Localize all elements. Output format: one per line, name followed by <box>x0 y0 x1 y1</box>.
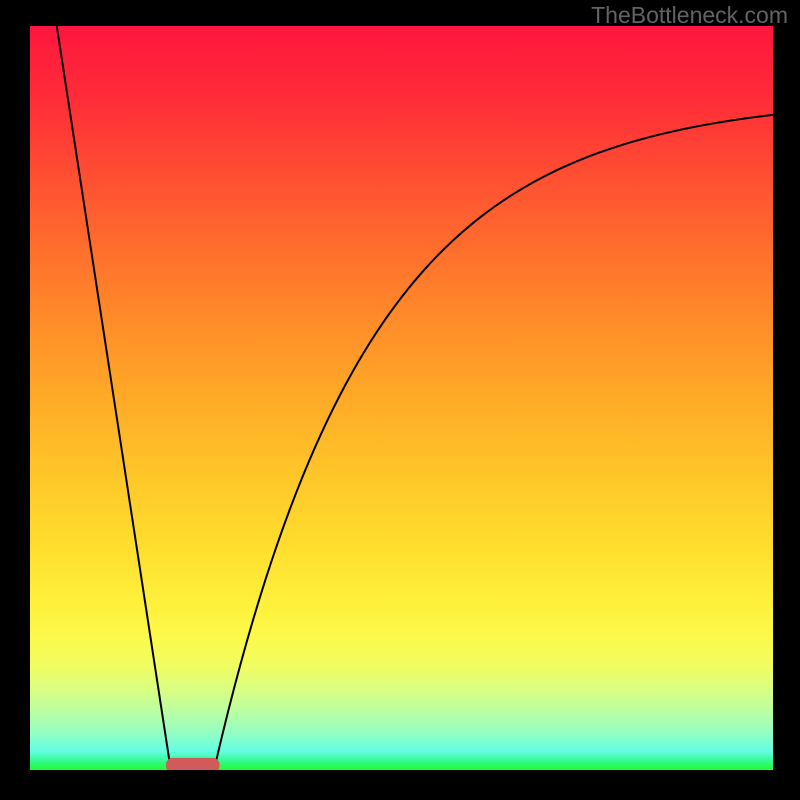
left-line-segment <box>57 26 170 763</box>
plot-area <box>30 26 773 770</box>
chart-svg <box>30 26 773 770</box>
bottleneck-marker <box>166 758 220 770</box>
watermark-label: TheBottleneck.com <box>591 2 788 29</box>
chart-canvas: TheBottleneck.com <box>0 0 800 800</box>
right-curve <box>216 115 773 763</box>
